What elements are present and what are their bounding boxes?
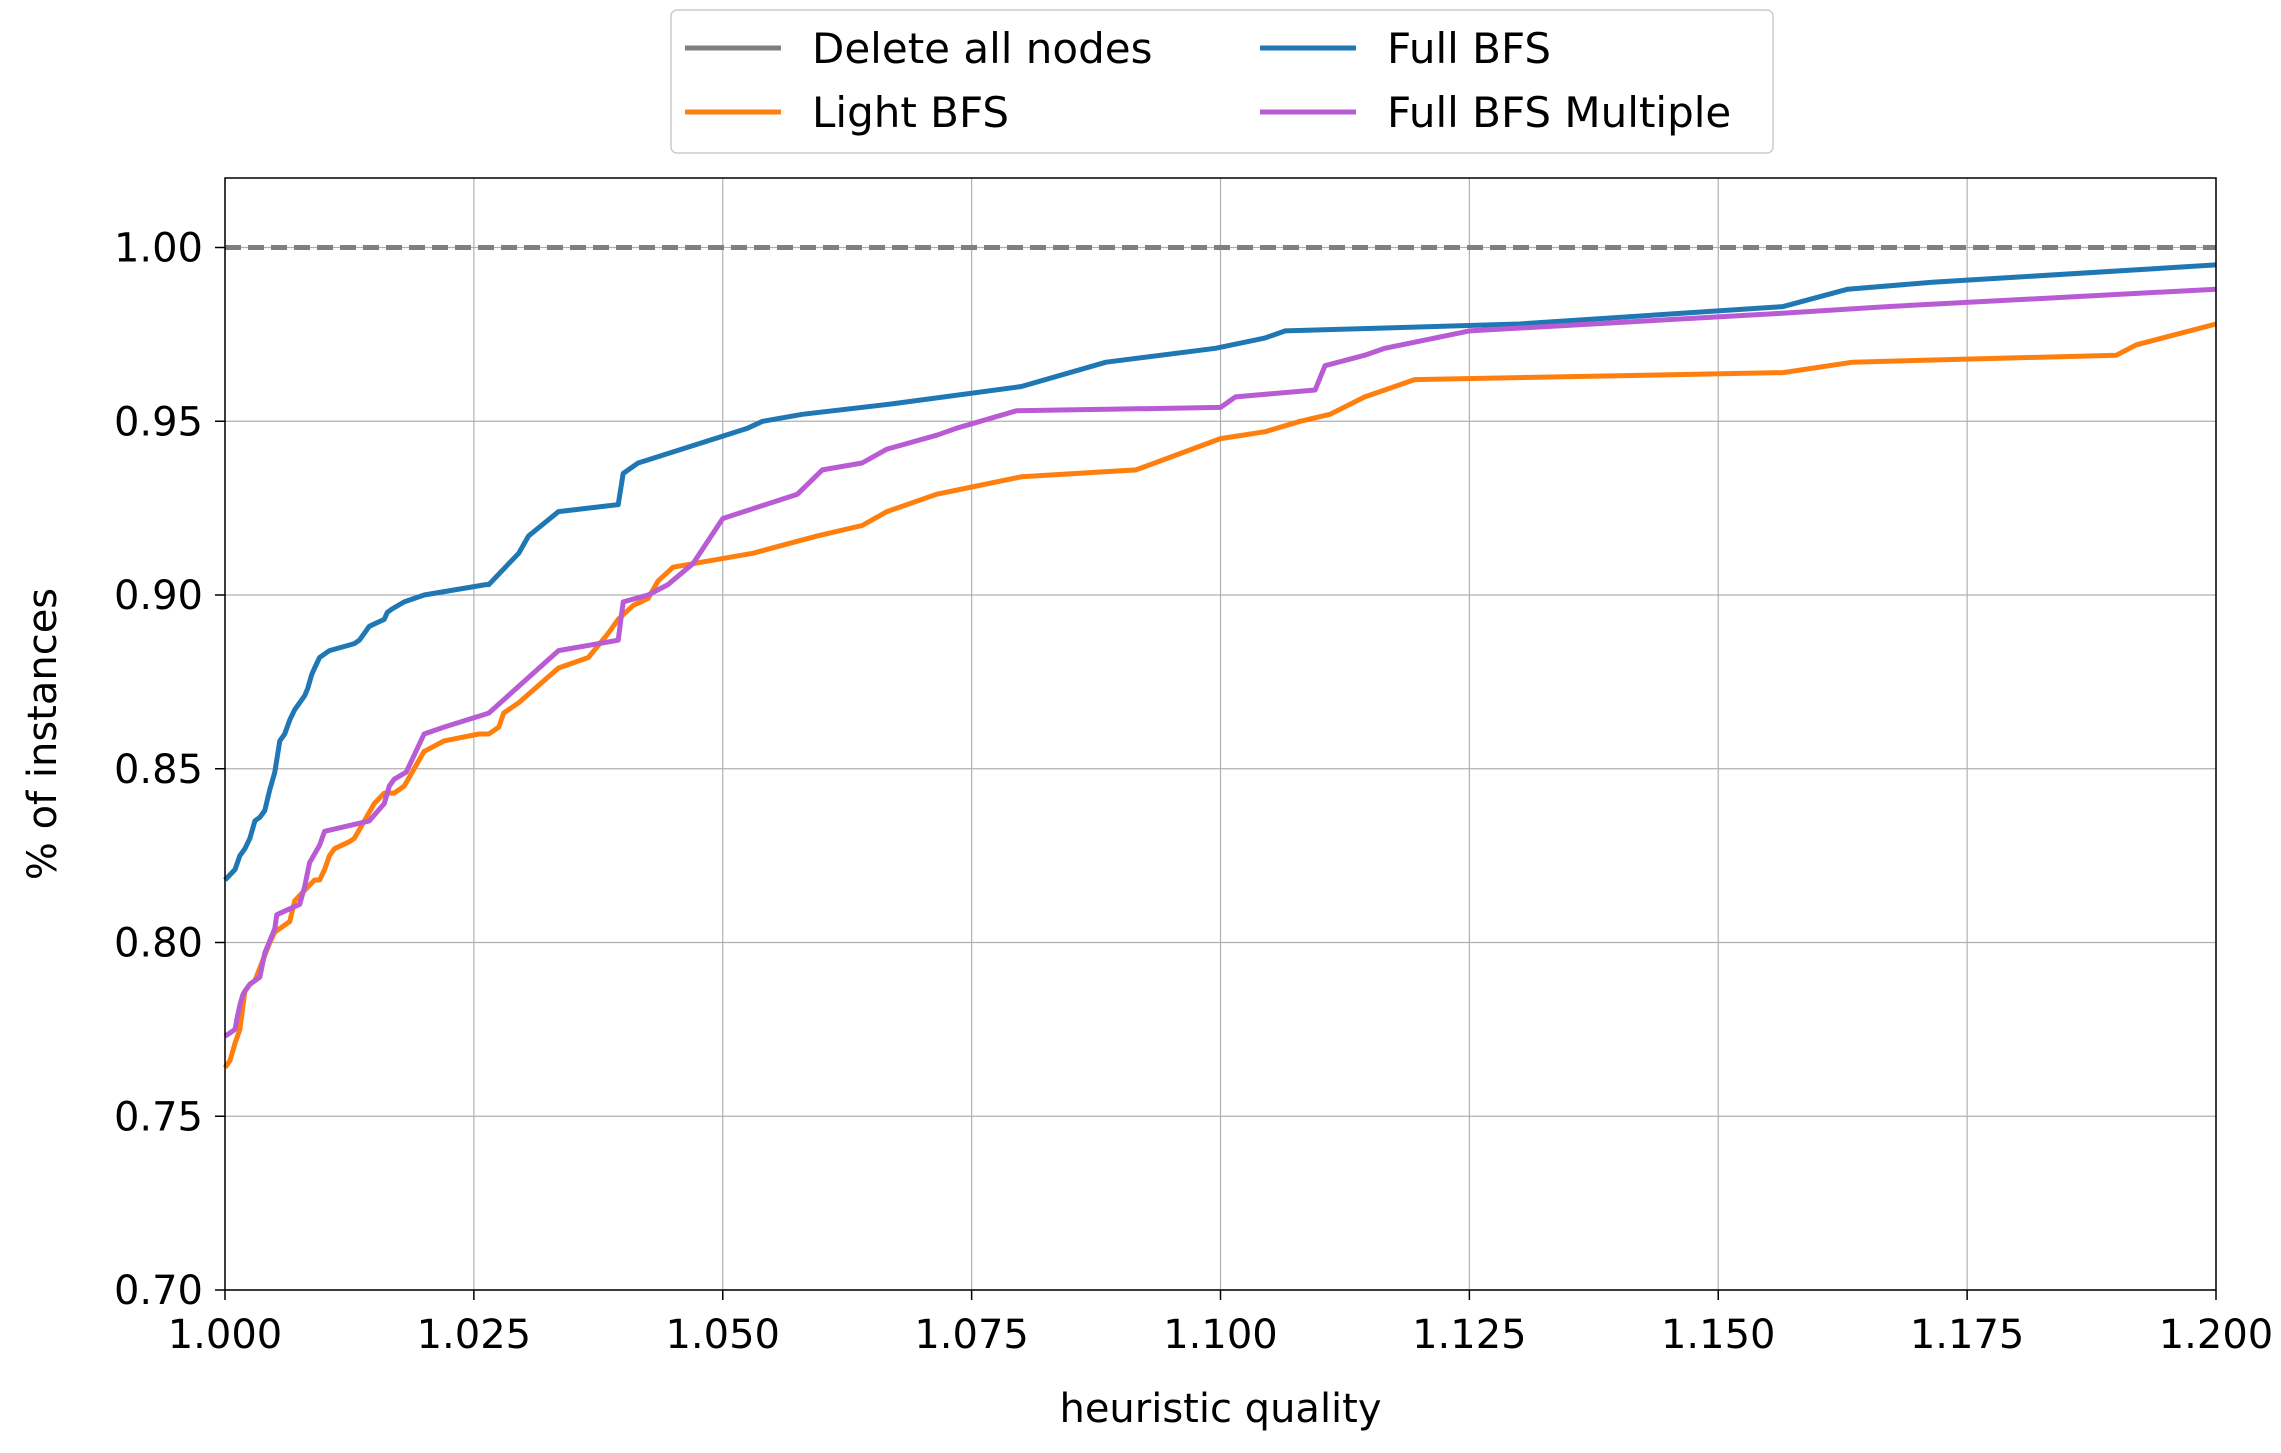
legend-box bbox=[670, 9, 1774, 154]
legend-label-full-bfs: Full BFS bbox=[1387, 24, 1551, 73]
y-tick-label-4: 0.90 bbox=[114, 573, 203, 619]
y-tick-label-6: 1.00 bbox=[114, 226, 203, 272]
y-tick-label-2: 0.80 bbox=[114, 921, 203, 967]
x-tick-label-3: 1.075 bbox=[914, 1312, 1029, 1358]
x-tick-label-6: 1.150 bbox=[1661, 1312, 1776, 1358]
series-line-light-bfs bbox=[222, 321, 2217, 1070]
legend-label-delete-all-nodes: Delete all nodes bbox=[812, 24, 1152, 73]
y-tick-label-1: 0.75 bbox=[114, 1094, 203, 1140]
series-line-full-bfs bbox=[223, 262, 2217, 882]
x-tick-label-4: 1.100 bbox=[1163, 1312, 1278, 1358]
axis-ticks: 1.000 1.025 1.050 1.075 1.100 1.125 1.150 1.175… bbox=[114, 226, 2273, 1359]
x-axis-label: heuristic quality bbox=[1059, 1386, 1381, 1432]
y-tick-label-5: 0.95 bbox=[114, 399, 203, 445]
x-tick-label-5: 1.125 bbox=[1412, 1312, 1527, 1358]
x-tick-label-1: 1.025 bbox=[417, 1312, 532, 1358]
y-tick-label-0: 0.70 bbox=[114, 1268, 203, 1314]
legend-label-light-bfs: Light BFS bbox=[812, 88, 1009, 137]
legend: Delete all nodes Light BFS Full BFS Full BF… bbox=[670, 9, 1774, 154]
plot-series bbox=[222, 245, 2217, 1070]
x-tick-label-8: 1.200 bbox=[2159, 1312, 2274, 1358]
x-tick-label-2: 1.050 bbox=[665, 1312, 780, 1358]
x-tick-label-7: 1.175 bbox=[1910, 1312, 2025, 1358]
y-tick-label-3: 0.85 bbox=[114, 747, 203, 793]
series-line-full-bfs-multiple bbox=[223, 286, 2217, 1039]
legend-label-full-bfs-multiple: Full BFS Multiple bbox=[1387, 88, 1731, 137]
x-tick-label-0: 1.000 bbox=[168, 1312, 283, 1358]
y-axis-label: % of instances bbox=[20, 588, 66, 880]
